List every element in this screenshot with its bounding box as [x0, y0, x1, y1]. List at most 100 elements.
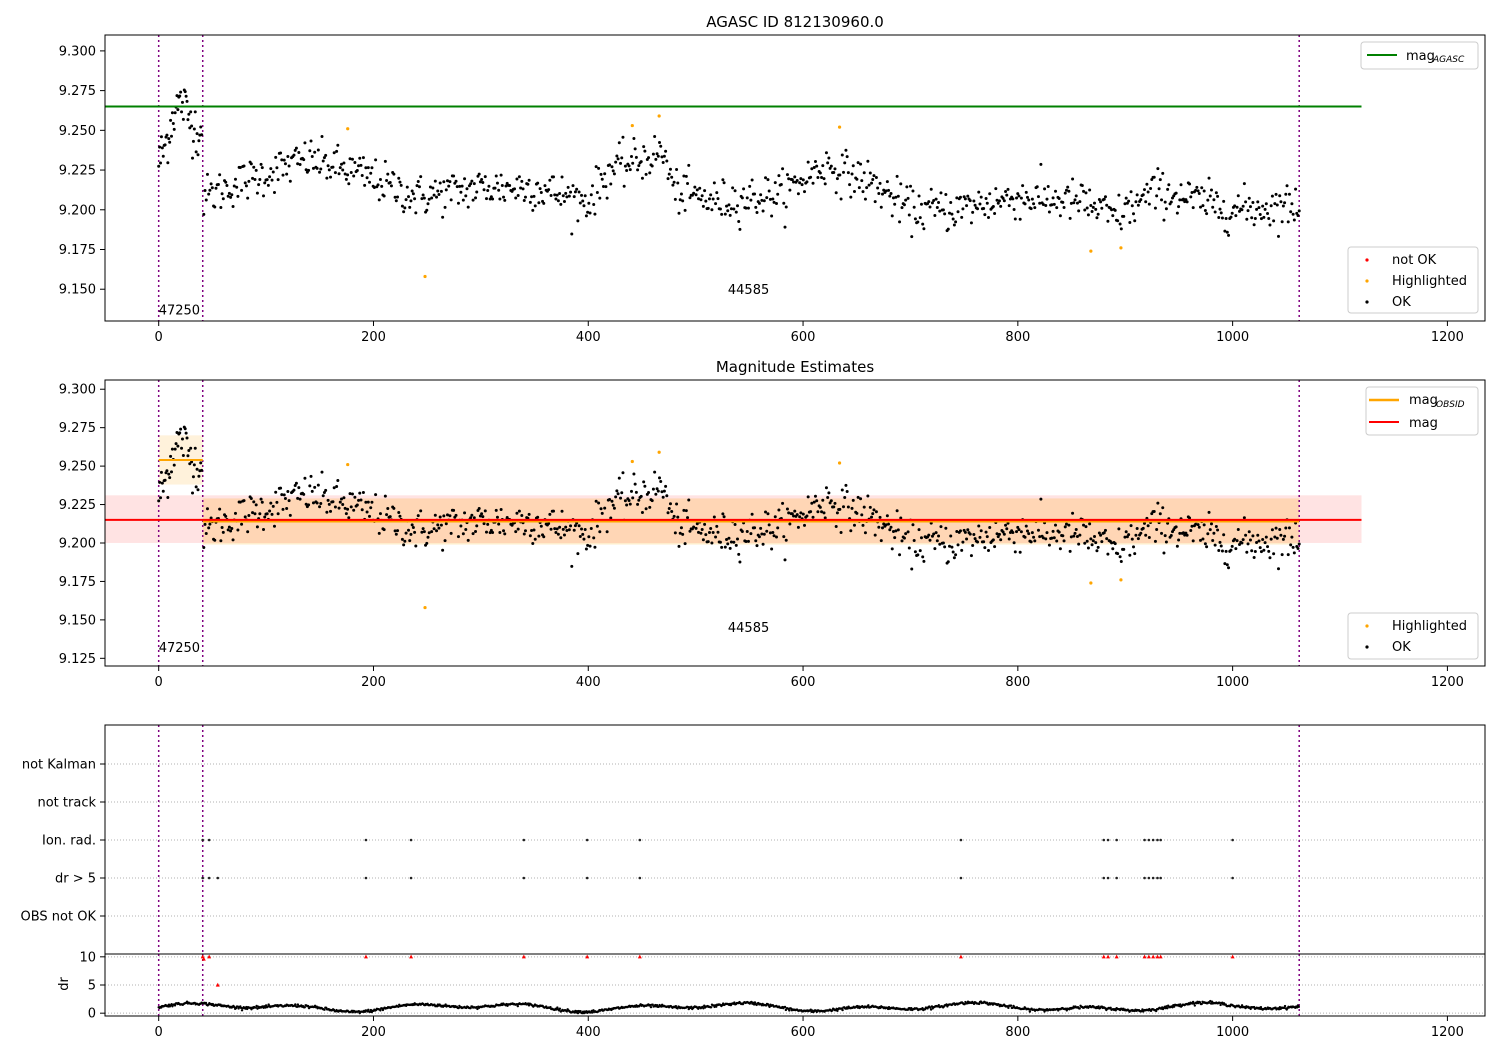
- panel-1-ok-point: [636, 168, 640, 172]
- panel-2-ok-point: [993, 545, 997, 549]
- panel-2-ok-point: [1027, 532, 1031, 536]
- ion-rad-flag-13: [1151, 838, 1155, 842]
- panel-1-ok-point: [1266, 212, 1270, 216]
- panel-2-ok-point: [454, 513, 458, 517]
- panel-2-ok-point: [1246, 542, 1250, 546]
- panel-2-ok-point: [946, 560, 950, 564]
- panel-1-ok-point: [472, 182, 476, 186]
- panel-2-ok-point: [1094, 541, 1098, 545]
- panel-2-ok-point: [1136, 537, 1140, 541]
- panel-2-ok-point: [463, 511, 467, 515]
- dr-point: [977, 1002, 981, 1006]
- panel-1-ok-point: [282, 158, 286, 162]
- dr-point: [1027, 1008, 1031, 1011]
- panel-1-ok-point: [706, 206, 710, 210]
- panel-1-ok-point: [1064, 188, 1068, 192]
- panel-2-ok-point: [846, 505, 850, 509]
- panel-2-ok-point: [427, 531, 431, 535]
- panel-1-ok-point: [275, 166, 279, 170]
- panel-1-ok-point: [971, 210, 975, 214]
- panel-1-ok-point: [432, 193, 436, 197]
- dr-gt5-flag-14: [1151, 876, 1155, 880]
- panel-2-ok-point: [1272, 552, 1276, 556]
- panel-1-ok-point: [475, 190, 479, 194]
- panel-2-ok-point: [1068, 549, 1072, 553]
- panel-2-ok-point: [1251, 534, 1255, 538]
- panel-1-ok-point: [1245, 217, 1249, 221]
- panel-1-ok-point: [344, 177, 348, 181]
- panel-1-ok-point: [734, 210, 738, 214]
- dr-point: [1193, 1004, 1197, 1007]
- not-ok-legend-label: not OK: [1392, 253, 1437, 268]
- panel-1-ok-point: [1097, 198, 1101, 202]
- panel-1-ok-point: [1152, 175, 1156, 179]
- panel-2-ok-point: [1155, 528, 1159, 532]
- panel-1-ok-point: [720, 212, 724, 216]
- panel-1-ok-point: [358, 156, 362, 160]
- panel-1-ok-point: [445, 179, 449, 183]
- panel-2-ok-point: [1041, 536, 1045, 540]
- panel-2-highlighted-point-1: [423, 605, 427, 610]
- panel-2-ok-point: [659, 479, 663, 483]
- panel-1-ok-point: [731, 186, 735, 190]
- panel-1-ok-point: [325, 176, 329, 180]
- panel-2-ok-point: [1213, 543, 1217, 547]
- panel-2-ok-point: [569, 524, 573, 528]
- panel-1-ok-point: [270, 178, 274, 182]
- panel-2-ok-point: [1163, 534, 1167, 538]
- panel-2-ok-point: [1247, 530, 1251, 534]
- panel-2-ok-point: [281, 507, 285, 511]
- panel-2-ok-point: [983, 546, 987, 550]
- panel-1-ok-point: [1077, 209, 1081, 213]
- panel-1-ok-point: [686, 182, 690, 186]
- panel-2-ok-point: [263, 515, 267, 519]
- panel-2-ok-point: [1004, 523, 1008, 527]
- panel-1-ok-point: [1296, 213, 1300, 217]
- panel-1-ok-point: [1069, 201, 1073, 205]
- highlighted-legend-marker: [1365, 279, 1369, 283]
- dr-point: [558, 1007, 562, 1010]
- panel-2-ok-point: [1055, 539, 1059, 543]
- panel-2-ok-point: [745, 529, 749, 533]
- panel-1-ok-point: [513, 187, 517, 191]
- panel-1-ok-point: [1290, 202, 1294, 206]
- panel-2-ok-point: [844, 483, 848, 487]
- panel-1-ok-point: [185, 99, 189, 103]
- panel-1-ok-point: [610, 165, 614, 169]
- panel-2-ok-point: [1270, 528, 1274, 532]
- panel-1-ok-point: [715, 191, 719, 195]
- panel-1-ok-point: [842, 170, 846, 174]
- panel-2-ok-point: [773, 515, 777, 519]
- panel-1-ok-point: [809, 175, 813, 179]
- panel-1-ok-point: [553, 193, 557, 197]
- dr-point: [831, 1009, 834, 1012]
- panel-2-ok-point: [1086, 546, 1090, 550]
- panel-1-ok-point: [812, 166, 816, 170]
- panel-1-ok-point: [1050, 203, 1054, 207]
- panel-2-ok-point: [1103, 528, 1107, 532]
- panel-1-ok-point: [1103, 195, 1107, 199]
- panel-1-ok-point: [693, 185, 697, 189]
- panel-1-ok-point: [681, 199, 685, 203]
- panel-2-ok-point: [692, 525, 696, 529]
- panel-1-ok-point: [478, 180, 482, 184]
- panel-1-ok-point: [268, 175, 272, 179]
- panel-2-ok-point: [843, 496, 847, 500]
- panel-1-ok-point: [1127, 199, 1131, 203]
- panel-1-ok-point: [522, 199, 526, 203]
- panel-1-ok-point: [939, 191, 943, 195]
- panel-2-ok-point: [318, 505, 322, 509]
- panel-1-ok-point: [1036, 195, 1040, 199]
- panel-2-ok-point: [192, 463, 196, 467]
- panel-2-ok-point: [1085, 539, 1089, 543]
- panel-1-ok-point: [623, 164, 627, 168]
- panel-2-ok-point: [1218, 540, 1222, 544]
- panel-1-ok-point: [735, 204, 739, 208]
- panel-1-ok-point: [1224, 216, 1228, 220]
- panel-2-ok-point: [777, 508, 781, 512]
- panel-2-ok-point: [706, 540, 710, 544]
- mag-agasc-legend-label: mag: [1406, 49, 1435, 64]
- dr-point: [1109, 1006, 1112, 1010]
- panel-1-ok-point: [1230, 211, 1234, 215]
- panel-2-ok-point: [583, 527, 587, 531]
